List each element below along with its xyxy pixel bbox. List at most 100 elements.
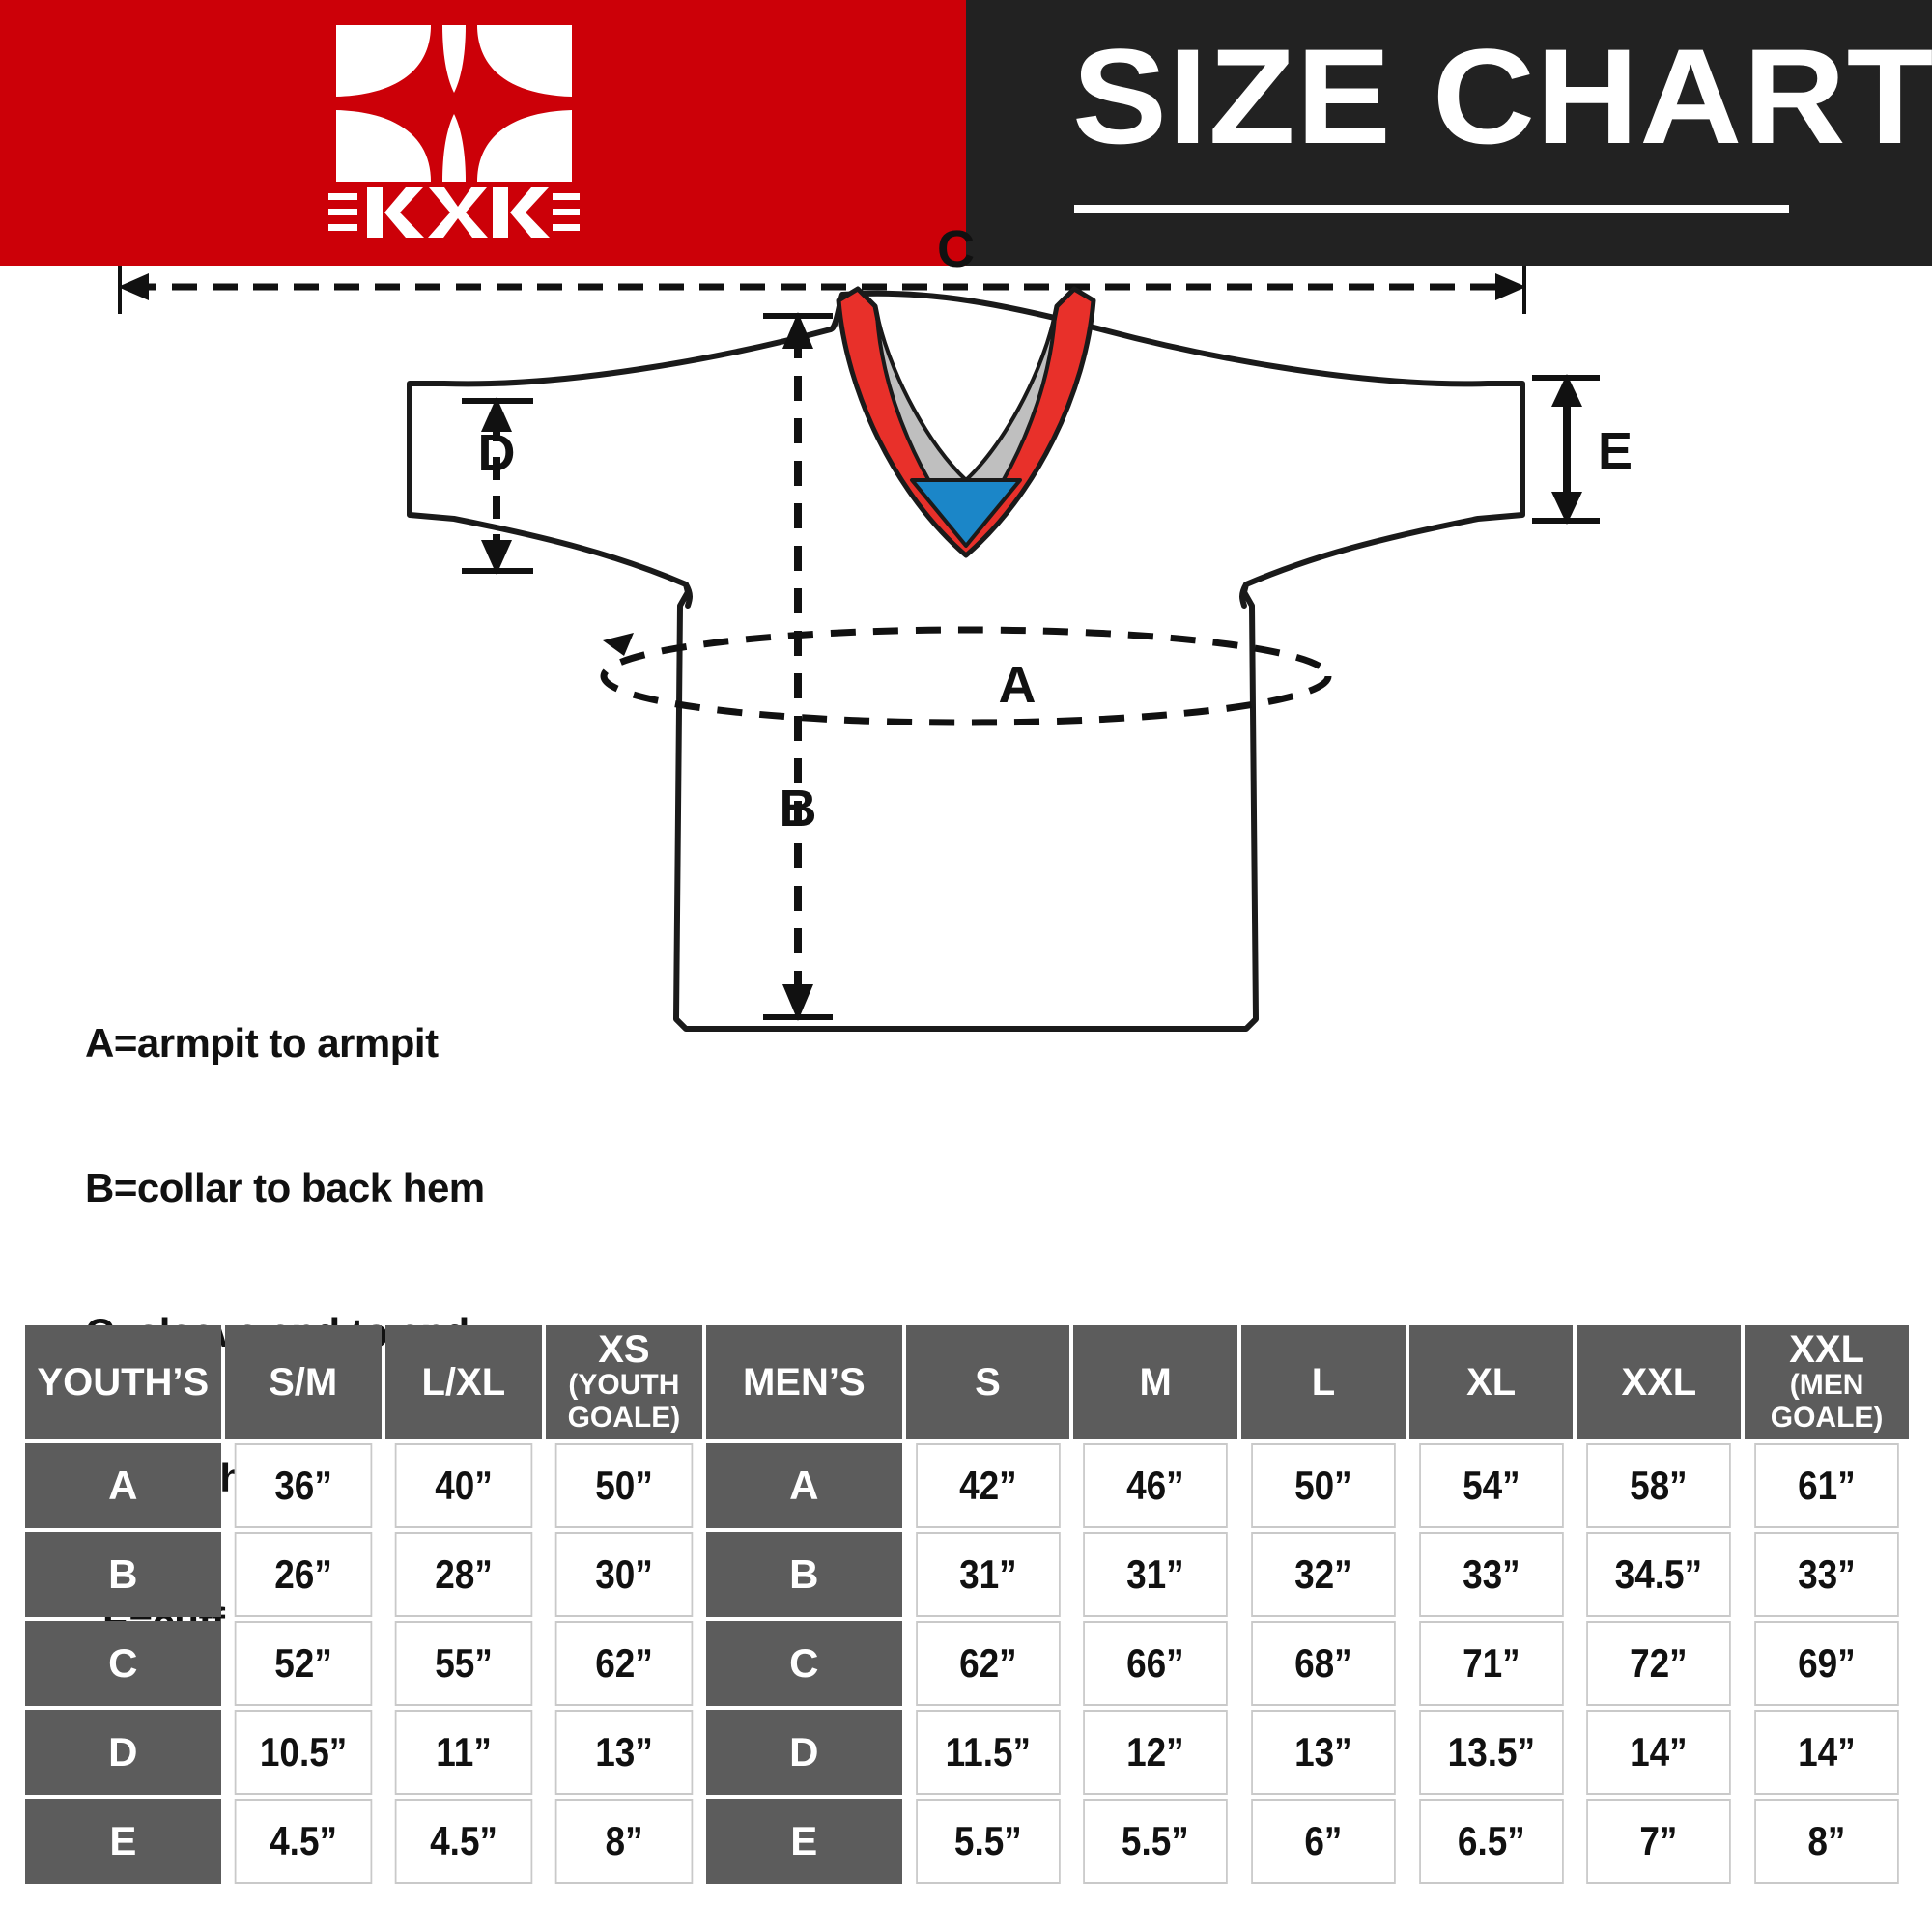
header-youth-lxl: L/XL [384, 1325, 542, 1439]
cell-mens-d-0: 11.5” [915, 1710, 1061, 1795]
cell-youth-b-1: 28” [394, 1532, 533, 1617]
header-title-panel: SIZE CHART [966, 0, 1932, 266]
cell-mens-e-4: 7” [1586, 1799, 1732, 1884]
cell-youth-b-0: 26” [234, 1532, 373, 1617]
jersey-illustration: D E B [0, 220, 1932, 1304]
label-c-top: C [937, 220, 975, 278]
size-table: YOUTH’S S/M L/XL XS (YOUTH GOALE) MEN’S … [21, 1321, 1913, 1888]
legend-line-a: A=armpit to armpit [85, 1020, 439, 1065]
cell-mens-d-3: 13.5” [1418, 1710, 1564, 1795]
header-youths: YOUTH’S [25, 1325, 221, 1439]
header-mens-s: S [905, 1325, 1070, 1439]
cell-youth-b-2: 30” [554, 1532, 694, 1617]
header-youth-xs-goalie: XS (YOUTH GOALE) [545, 1325, 702, 1439]
measure-a [600, 626, 1332, 726]
cell-mens-e-1: 5.5” [1083, 1799, 1228, 1884]
cell-mens-c-1: 66” [1083, 1621, 1228, 1706]
row-label-youth-e: E [25, 1799, 221, 1884]
table-row: B 26” 28” 30” B 31” 31” 32” 33” 34.5” 33… [25, 1532, 1909, 1617]
header-mens: MEN’S [705, 1325, 902, 1439]
row-label-mens-a: A [705, 1443, 902, 1528]
row-label-mens-c: C [705, 1621, 902, 1706]
cell-mens-a-5: 61” [1754, 1443, 1899, 1528]
cell-mens-a-4: 58” [1586, 1443, 1732, 1528]
header-mens-m: M [1073, 1325, 1238, 1439]
header-youth-xs-sub: (YOUTH GOALE) [567, 1369, 681, 1434]
row-label-mens-d: D [705, 1710, 902, 1795]
jersey-outline [407, 290, 1525, 1032]
header-youth-xs-main: XS [598, 1328, 650, 1371]
cell-youth-a-0: 36” [234, 1443, 373, 1528]
header-mens-xxl-sub: (MEN GOALE) [1770, 1369, 1884, 1434]
header-mens-xl: XL [1408, 1325, 1574, 1439]
header-mens-l: L [1241, 1325, 1406, 1439]
table-body: A 36” 40” 50” A 42” 46” 50” 54” 58” 61” … [25, 1443, 1909, 1884]
row-label-youth-b: B [25, 1532, 221, 1617]
cell-mens-a-1: 46” [1083, 1443, 1228, 1528]
jersey-collar [836, 286, 1096, 558]
measure-d: D [462, 397, 533, 575]
cell-youth-d-1: 11” [394, 1710, 533, 1795]
measure-b: B [763, 312, 833, 1021]
label-e: E [1598, 422, 1633, 480]
cell-mens-c-5: 69” [1754, 1621, 1899, 1706]
row-label-youth-c: C [25, 1621, 221, 1706]
cell-mens-b-5: 33” [1754, 1532, 1899, 1617]
cell-youth-c-1: 55” [394, 1621, 533, 1706]
table-row: A 36” 40” 50” A 42” 46” 50” 54” 58” 61” [25, 1443, 1909, 1528]
header-mens-xxl-goalie: XXL (MEN GOALE) [1745, 1325, 1909, 1439]
cell-mens-e-0: 5.5” [915, 1799, 1061, 1884]
cell-mens-a-3: 54” [1418, 1443, 1564, 1528]
size-table-wrapper: YOUTH’S S/M L/XL XS (YOUTH GOALE) MEN’S … [21, 1321, 1913, 1888]
measure-c [118, 266, 1526, 314]
page-title: SIZE CHART [1072, 20, 1932, 172]
brand-logo [328, 21, 580, 243]
cell-mens-c-4: 72” [1586, 1621, 1732, 1706]
cell-mens-b-0: 31” [915, 1532, 1061, 1617]
cell-youth-e-2: 8” [554, 1799, 694, 1884]
kxk-wordmark-icon [328, 187, 580, 238]
row-label-mens-e: E [705, 1799, 902, 1884]
cell-youth-c-0: 52” [234, 1621, 373, 1706]
cell-mens-c-0: 62” [915, 1621, 1061, 1706]
cell-mens-e-2: 6” [1251, 1799, 1396, 1884]
cell-youth-e-1: 4.5” [394, 1799, 533, 1884]
cell-youth-e-0: 4.5” [234, 1799, 373, 1884]
cell-mens-a-2: 50” [1251, 1443, 1396, 1528]
row-label-youth-a: A [25, 1443, 221, 1528]
row-label-mens-b: B [705, 1532, 902, 1617]
legend-line-b: B=collar to back hem [85, 1165, 485, 1210]
cell-mens-b-4: 34.5” [1586, 1532, 1732, 1617]
header-brand-panel [0, 0, 966, 266]
jersey-diagram-svg: D E B [118, 266, 1633, 1032]
row-label-youth-d: D [25, 1710, 221, 1795]
cell-mens-b-2: 32” [1251, 1532, 1396, 1617]
measure-a-arrow [603, 633, 634, 656]
label-a: A [999, 656, 1037, 714]
page-header: SIZE CHART [0, 0, 1932, 266]
header-mens-xxl-main: XXL [1789, 1328, 1864, 1371]
cell-mens-e-5: 8” [1754, 1799, 1899, 1884]
cell-mens-b-3: 33” [1418, 1532, 1564, 1617]
cell-mens-a-0: 42” [915, 1443, 1061, 1528]
label-d: D [478, 424, 516, 482]
table-header-row: YOUTH’S S/M L/XL XS (YOUTH GOALE) MEN’S … [25, 1325, 1909, 1439]
cell-mens-d-4: 14” [1586, 1710, 1732, 1795]
cell-youth-a-1: 40” [394, 1443, 533, 1528]
jersey-seam-lines [683, 582, 1249, 609]
cell-mens-e-3: 6.5” [1418, 1799, 1564, 1884]
table-row: D 10.5” 11” 13” D 11.5” 12” 13” 13.5” 14… [25, 1710, 1909, 1795]
header-mens-xxl: XXL [1577, 1325, 1742, 1439]
measure-e: E [1532, 374, 1633, 525]
kxk-butterfly-logo-icon [336, 25, 572, 182]
cell-mens-d-5: 14” [1754, 1710, 1899, 1795]
cell-youth-a-2: 50” [554, 1443, 694, 1528]
cell-mens-c-3: 71” [1418, 1621, 1564, 1706]
cell-youth-c-2: 62” [554, 1621, 694, 1706]
label-c: C [948, 266, 985, 273]
cell-mens-d-2: 13” [1251, 1710, 1396, 1795]
cell-youth-d-2: 13” [554, 1710, 694, 1795]
title-underline [1074, 205, 1789, 213]
cell-youth-d-0: 10.5” [234, 1710, 373, 1795]
